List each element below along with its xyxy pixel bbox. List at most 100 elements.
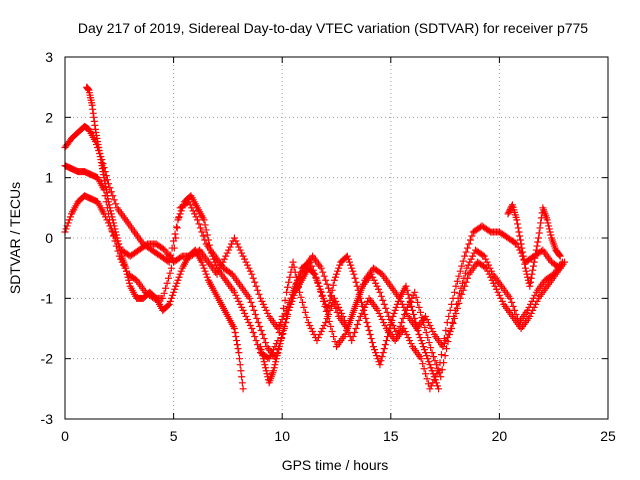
data-point-interp	[65, 216, 73, 224]
data-point-interp	[384, 333, 392, 341]
data-point-interp	[506, 207, 514, 215]
data-point	[270, 367, 278, 375]
data-point-interp	[545, 222, 553, 230]
data-point-interp	[511, 239, 519, 247]
data-point	[369, 343, 377, 351]
data-point	[274, 325, 282, 332]
data-point-interp	[514, 220, 521, 228]
data-point-interp	[323, 280, 331, 288]
data-point-interp	[448, 318, 456, 326]
data-point-interp	[430, 373, 438, 381]
data-point-interp	[464, 244, 472, 252]
data-point-interp	[527, 274, 535, 282]
data-point-interp	[412, 293, 420, 301]
data-point-interp	[351, 304, 359, 312]
data-point-interp	[312, 273, 320, 281]
data-point-interp	[524, 273, 532, 281]
data-point-interp	[278, 315, 286, 323]
data-point-interp	[297, 293, 305, 301]
x-tick-label: 15	[383, 428, 399, 444]
data-point-interp	[170, 244, 178, 252]
data-point-interp	[414, 298, 422, 306]
data-point-interp	[529, 306, 537, 314]
data-point-interp	[249, 302, 257, 310]
data-point-interp	[429, 328, 437, 336]
data-point-interp	[381, 341, 389, 349]
data-point-interp	[201, 236, 209, 244]
data-point-interp	[163, 279, 171, 287]
data-point	[200, 216, 208, 224]
data-point-interp	[426, 361, 434, 369]
data-point-interp	[361, 310, 369, 318]
x-tick-label: 25	[600, 428, 616, 444]
y-tick-label: 0	[45, 230, 53, 246]
data-point-interp	[398, 318, 406, 326]
axes	[64, 56, 609, 420]
data-point	[556, 252, 564, 260]
data-point-interp	[529, 262, 537, 270]
data-point-interp	[400, 303, 408, 311]
data-point-interp	[485, 270, 493, 278]
data-point	[504, 210, 512, 218]
data-point	[198, 258, 206, 266]
data-point	[400, 325, 408, 332]
data-point-interp	[177, 267, 185, 275]
data-point-interp	[354, 286, 362, 294]
data-point-interp	[330, 300, 338, 308]
data-point-interp	[424, 318, 432, 326]
data-point-interp	[277, 334, 285, 342]
data-point-interp	[434, 365, 442, 373]
data-point-interp	[406, 298, 414, 306]
data-point-interp	[169, 291, 177, 299]
data-point-interp	[322, 276, 330, 284]
data-point-interp	[378, 353, 386, 361]
data-point-interp	[238, 373, 246, 381]
data-point-interp	[250, 306, 258, 314]
data-point-interp	[545, 225, 553, 233]
data-point-interp	[171, 285, 179, 293]
data-point	[256, 343, 264, 351]
data-point-interp	[214, 267, 222, 275]
data-point-interp	[516, 236, 524, 244]
data-point	[230, 288, 238, 296]
data-point-interp	[241, 309, 249, 317]
data-point-interp	[237, 367, 245, 375]
data-point	[230, 325, 238, 332]
data-point	[235, 349, 243, 357]
data-point-interp	[372, 349, 380, 357]
data-point-interp	[483, 258, 491, 266]
data-point	[513, 216, 521, 224]
data-point	[352, 300, 360, 308]
data-point-interp	[519, 252, 527, 260]
data-point-interp	[371, 346, 379, 354]
series-track-d	[83, 83, 247, 393]
data-point-interp	[469, 252, 477, 260]
data-point-interp	[358, 284, 366, 292]
data-point-interp	[432, 361, 440, 369]
data-point-interp	[238, 303, 246, 311]
data-point-interp	[346, 316, 354, 324]
data-point	[230, 234, 238, 242]
data-point-interp	[462, 248, 470, 256]
data-point-interp	[272, 358, 280, 366]
data-point-interp	[233, 337, 241, 345]
data-point-interp	[379, 296, 387, 304]
data-point	[435, 385, 443, 393]
data-point	[506, 294, 514, 302]
data-point-interp	[328, 286, 336, 294]
data-point	[393, 331, 401, 339]
data-point-interp	[189, 207, 197, 215]
data-point-interp	[64, 219, 72, 227]
data-point-interp	[406, 337, 414, 345]
data-point-interp	[453, 304, 461, 312]
data-series	[61, 83, 569, 393]
data-point-interp	[243, 315, 251, 323]
data-point-interp	[309, 328, 317, 336]
data-point-interp	[325, 284, 333, 292]
data-point-interp	[261, 303, 269, 311]
data-point-interp	[401, 328, 409, 336]
data-point	[313, 337, 321, 345]
data-point-interp	[411, 314, 419, 322]
data-point-interp	[519, 248, 527, 256]
data-point-interp	[328, 328, 336, 336]
